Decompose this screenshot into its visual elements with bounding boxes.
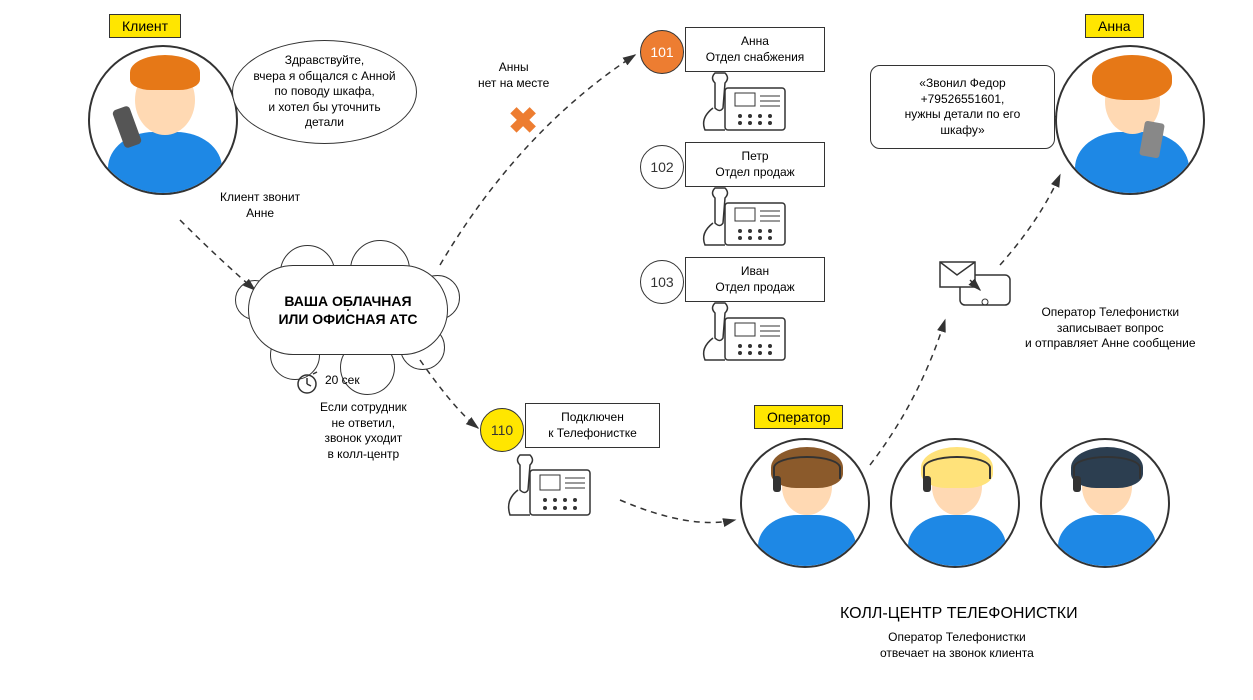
anna-speech: «Звонил Федор +79526551601, нужны детали… — [870, 65, 1055, 149]
ext-circle-103: 103 — [640, 260, 684, 304]
callcenter-sub: Оператор Телефонистки отвечает на звонок… — [880, 630, 1034, 661]
phone-icon-101 — [695, 70, 805, 140]
diagram-canvas: Клиент Здравствуйте, вчера я общался с А… — [0, 0, 1253, 700]
client-avatar — [88, 45, 238, 195]
phone-icon-110 — [500, 450, 610, 525]
anna-absent-caption: Анны нет на месте — [478, 60, 549, 91]
cross-icon: ✖ — [508, 100, 538, 142]
phone-icon-102 — [695, 185, 805, 255]
callcenter-title: КОЛЛ-ЦЕНТР ТЕЛЕФОНИСТКИ — [840, 605, 1078, 623]
timer-icon — [295, 370, 319, 394]
operator-note: Оператор Телефонистки записывает вопрос … — [1025, 305, 1196, 352]
client-tag: Клиент — [109, 14, 181, 38]
anna-tag: Анна — [1085, 14, 1144, 38]
client-calls-caption: Клиент звонит Анне — [220, 190, 300, 221]
operator-avatar-3 — [1040, 438, 1170, 568]
operator-avatar-1 — [740, 438, 870, 568]
timeout-text: Если сотрудник не ответил, звонок уходит… — [320, 400, 407, 462]
client-speech: Здравствуйте, вчера я общался с Анной по… — [232, 40, 417, 144]
ext-box-101: АннаОтдел снабжения — [685, 27, 825, 72]
ext-circle-101: 101 — [640, 30, 684, 74]
phone-icon-103 — [695, 300, 805, 370]
ext-box-110: Подключен к Телефонистке — [525, 403, 660, 448]
envelope-phone-icon — [935, 260, 1015, 315]
cloud-ats: ВАША ОБЛАЧНАЯ ИЛИ ОФИСНАЯ АТС — [248, 265, 448, 355]
anna-avatar — [1055, 45, 1205, 195]
ext-box-103: ИванОтдел продаж — [685, 257, 825, 302]
ext-circle-110: 110 — [480, 408, 524, 452]
operator-tag: Оператор — [754, 405, 843, 429]
timeout-label: 20 сек — [325, 373, 360, 389]
ext-box-102: ПетрОтдел продаж — [685, 142, 825, 187]
ext-circle-102: 102 — [640, 145, 684, 189]
operator-avatar-2 — [890, 438, 1020, 568]
